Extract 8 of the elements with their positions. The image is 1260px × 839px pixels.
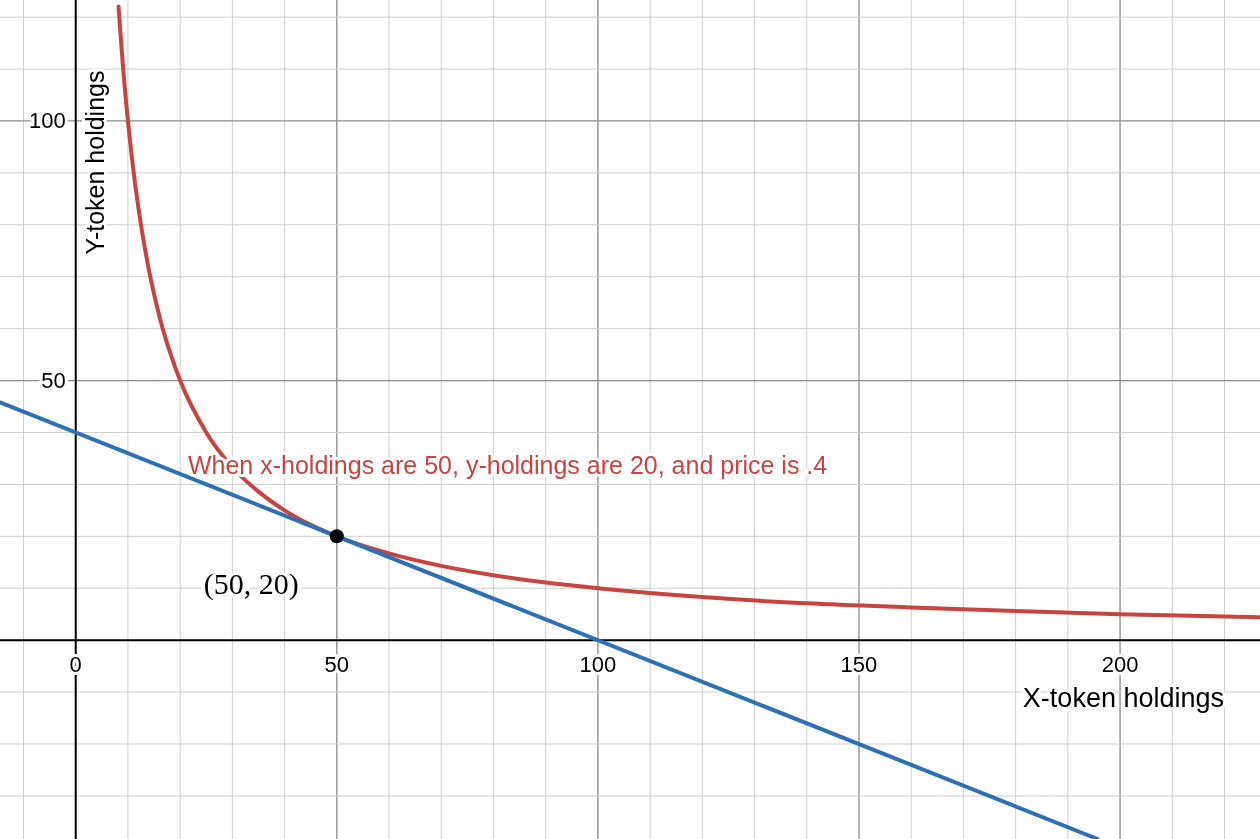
x-tick-label: 100 xyxy=(579,652,617,678)
annotation: (50, 20) xyxy=(203,567,299,602)
x-tick-label: 50 xyxy=(324,652,350,678)
y-axis-title: Y-token holdings xyxy=(80,70,109,255)
x-tick-label: 150 xyxy=(840,652,878,678)
x-tick-label: 200 xyxy=(1101,652,1139,678)
line-series xyxy=(116,4,1260,620)
x-axis-title: X-token holdings xyxy=(1022,683,1224,714)
